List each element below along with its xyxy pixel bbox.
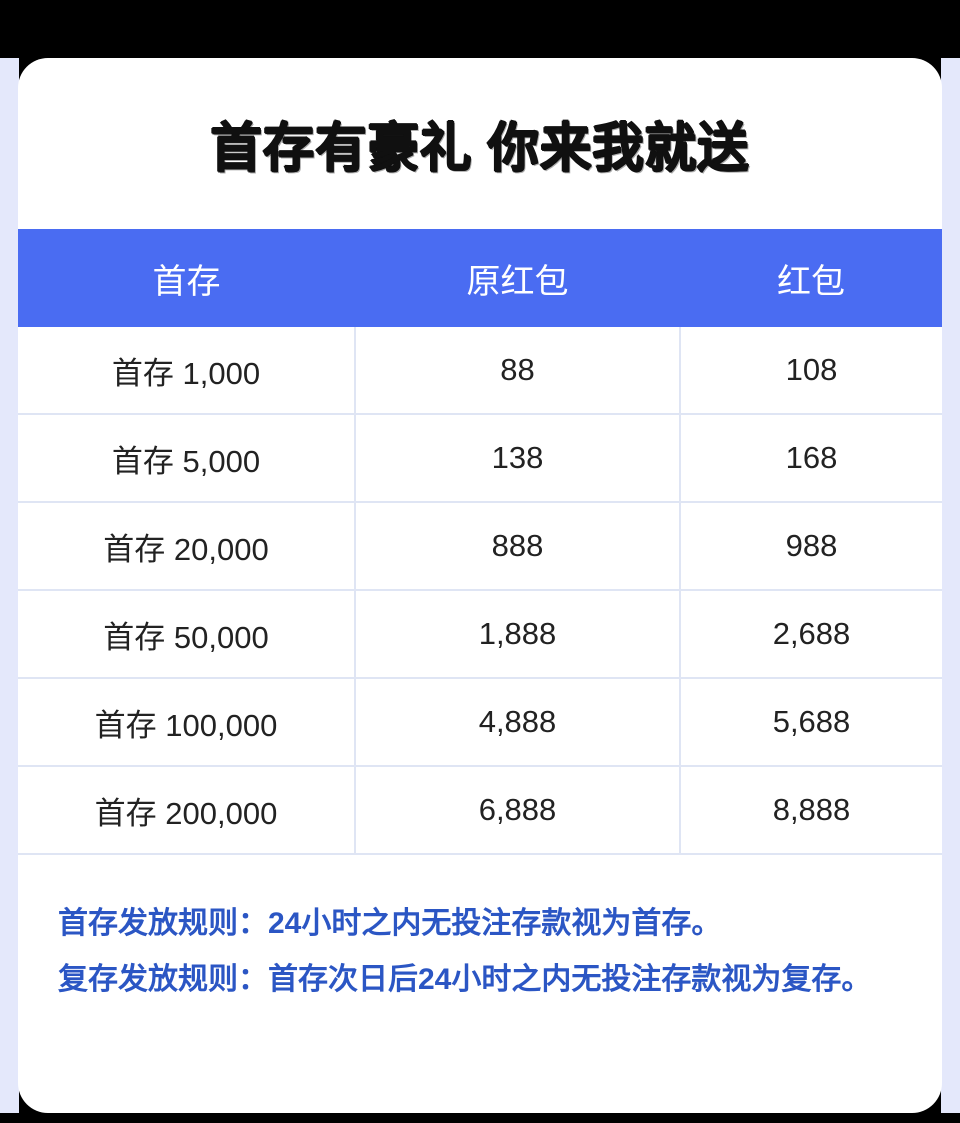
cell-bonus: 988	[680, 502, 942, 591]
table-body: 首存 1,000 88 108 首存 5,000 138 168 首存 20,0…	[18, 327, 942, 855]
cell-tier: 首存 200,000	[18, 766, 356, 855]
table-header-row: 首存 原红包 红包	[18, 229, 942, 327]
cell-bonus: 5,688	[680, 678, 942, 767]
bonus-table: 首存 原红包 红包 首存 1,000 88 108 首存 5,000 138 1…	[18, 229, 942, 855]
cell-bonus: 108	[680, 327, 942, 415]
cell-tier: 首存 1,000	[18, 327, 356, 415]
table-row: 首存 1,000 88 108	[18, 327, 942, 415]
page-title: 首存有豪礼 你来我就送	[210, 118, 750, 178]
rule-first-deposit: 首存发放规则：24小时之内无投注存款视为首存。	[58, 907, 722, 940]
column-header-tier: 首存	[18, 229, 355, 327]
table-row: 首存 100,000 4,888 5,688	[18, 678, 942, 767]
cell-bonus: 168	[680, 414, 942, 503]
right-rail-decoration	[941, 58, 960, 1113]
table-header: 首存 原红包 红包	[18, 229, 942, 327]
cell-tier: 首存 5,000	[18, 414, 356, 503]
rule-repeat-deposit: 复存发放规则：首存次日后24小时之内无投注存款视为复存。	[58, 962, 872, 996]
cell-original-bonus: 138	[355, 414, 681, 503]
table-row: 首存 200,000 6,888 8,888	[18, 766, 942, 855]
cell-original-bonus: 1,888	[355, 590, 681, 679]
cell-bonus: 8,888	[680, 766, 942, 855]
cell-tier: 首存 20,000	[18, 502, 356, 591]
cell-tier: 首存 50,000	[18, 590, 356, 679]
cell-original-bonus: 888	[355, 502, 681, 591]
cell-original-bonus: 88	[355, 327, 681, 415]
cell-original-bonus: 6,888	[355, 766, 681, 855]
title-section: 首存有豪礼 你来我就送	[18, 58, 942, 229]
rules-section: 首存发放规则：24小时之内无投注存款视为首存。 复存发放规则：首存次日后24小时…	[18, 855, 942, 1002]
cell-bonus: 2,688	[680, 590, 942, 679]
cell-original-bonus: 4,888	[355, 678, 681, 767]
table-row: 首存 5,000 138 168	[18, 414, 942, 503]
cell-tier: 首存 100,000	[18, 678, 356, 767]
table-row: 首存 20,000 888 988	[18, 502, 942, 591]
left-rail-decoration	[0, 58, 19, 1113]
table-row: 首存 50,000 1,888 2,688	[18, 590, 942, 679]
promo-card: 首存有豪礼 你来我就送 首存 原红包 红包 首存 1,000 88 108	[18, 58, 942, 1113]
column-header-original-bonus: 原红包	[355, 229, 680, 327]
column-header-bonus: 红包	[680, 229, 942, 327]
